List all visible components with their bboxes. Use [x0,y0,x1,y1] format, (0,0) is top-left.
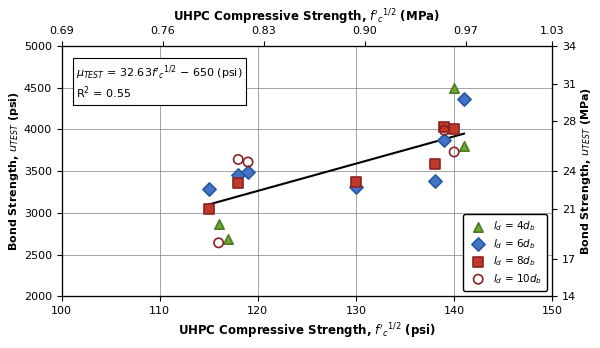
X-axis label: UHPC Compressive Strength, $f'_c$$^{1/2}$ (MPa): UHPC Compressive Strength, $f'_c$$^{1/2}… [173,7,440,26]
$l_d$ = 4$d_b$ [224,237,233,242]
$l_d$ = 10$d_b$ [233,157,243,162]
$l_d$ = 6$d_b$ [459,96,469,101]
$l_d$ = 6$d_b$ [440,137,449,143]
$l_d$ = 10$d_b$ [449,149,459,155]
$l_d$ = 8$d_b$ [233,180,243,185]
$l_d$ = 4$d_b$ [449,85,459,90]
$l_d$ = 6$d_b$ [430,179,439,184]
Text: $\mu_{TEST}$ = 32.63$f'_c$$^{1/2}$ $-$ 650 (psi)
R$^2$ = 0.55: $\mu_{TEST}$ = 32.63$f'_c$$^{1/2}$ $-$ 6… [76,64,243,102]
$l_d$ = 8$d_b$ [440,124,449,130]
$l_d$ = 10$d_b$ [214,240,223,246]
$l_d$ = 8$d_b$ [204,207,214,212]
$l_d$ = 4$d_b$ [459,143,469,149]
$l_d$ = 8$d_b$ [430,162,439,167]
$l_d$ = 8$d_b$ [449,126,459,132]
$l_d$ = 10$d_b$ [440,127,449,133]
X-axis label: UHPC Compressive Strength, $f'_c$$^{1/2}$ (psi): UHPC Compressive Strength, $f'_c$$^{1/2}… [178,322,436,341]
Y-axis label: Bond Strength, $u_{TEST}$ (MPa): Bond Strength, $u_{TEST}$ (MPa) [579,87,593,255]
Y-axis label: Bond Strength, $u_{TEST}$ (psi): Bond Strength, $u_{TEST}$ (psi) [7,91,21,251]
$l_d$ = 6$d_b$ [204,186,214,191]
$l_d$ = 4$d_b$ [214,221,223,227]
$l_d$ = 6$d_b$ [351,184,361,190]
$l_d$ = 8$d_b$ [351,179,361,185]
$l_d$ = 6$d_b$ [233,173,243,178]
Legend: $l_d$ = 4$d_b$, $l_d$ = 6$d_b$, $l_d$ = 8$d_b$, $l_d$ = 10$d_b$: $l_d$ = 4$d_b$, $l_d$ = 6$d_b$, $l_d$ = … [463,214,547,291]
$l_d$ = 6$d_b$ [243,169,253,175]
$l_d$ = 10$d_b$ [243,159,253,165]
